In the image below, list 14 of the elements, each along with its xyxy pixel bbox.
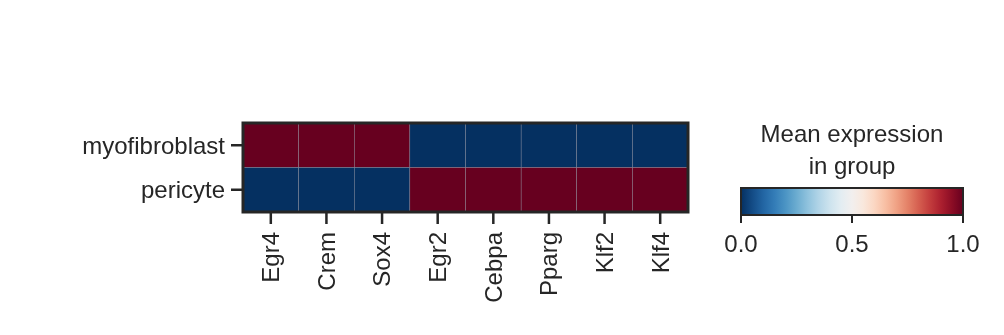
y-tick-label: myofibroblast — [82, 131, 226, 159]
x-tick-label: Klf4 — [646, 232, 674, 274]
x-tick-label: Pparg — [535, 232, 563, 297]
x-tick-label: Egr2 — [424, 232, 452, 283]
x-tick-label: Sox4 — [368, 232, 396, 287]
color-bar-label: 0.5 — [835, 230, 869, 257]
x-tick-label: Klf2 — [590, 232, 618, 274]
x-tick-label: Egr4 — [257, 232, 285, 283]
y-tick-label: pericyte — [140, 176, 225, 204]
color-bar-label: 0.0 — [724, 230, 758, 257]
color-bar-label: 1.0 — [946, 230, 980, 257]
color-bar-title: Mean expression in group — [760, 120, 944, 179]
x-tick-label: Crem — [312, 232, 340, 291]
x-tick-label: Cebpa — [479, 231, 507, 303]
